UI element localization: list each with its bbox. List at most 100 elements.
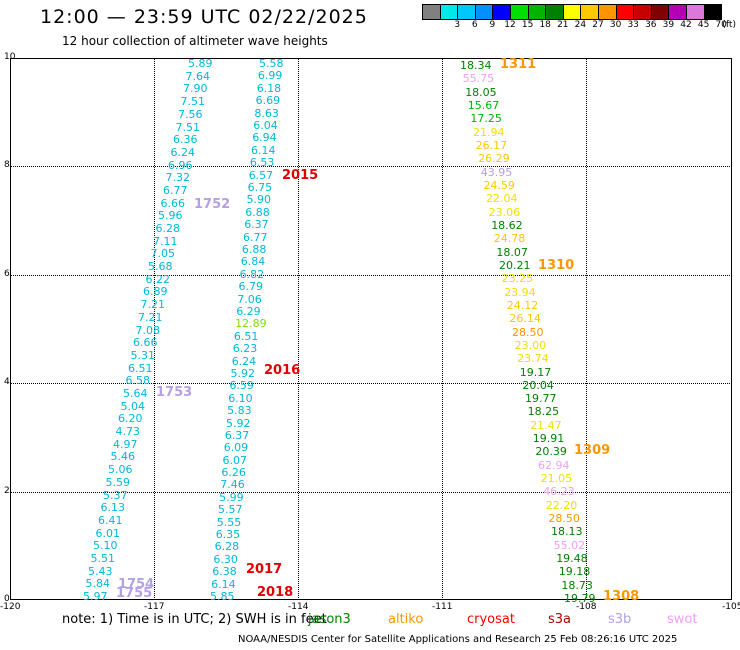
scale-swatch	[686, 4, 705, 20]
x-tick-label: -114	[288, 602, 309, 612]
wave-height-value: 6.79	[238, 280, 264, 294]
wave-height-value: 7.51	[180, 95, 206, 109]
scale-swatch	[545, 4, 564, 20]
wave-height-value: 6.10	[228, 391, 253, 405]
wave-height-value: 18.34	[460, 59, 492, 72]
wave-height-value: 5.84	[85, 577, 111, 591]
wave-height-value: 6.07	[222, 453, 248, 467]
wave-height-value: 20.21	[499, 258, 531, 272]
map-subtitle: 12 hour collection of altimeter wave hei…	[62, 34, 328, 48]
wave-height-value: 6.26	[221, 466, 246, 479]
wave-height-value: 19.48	[556, 552, 588, 565]
scale-swatch	[615, 4, 635, 20]
wave-height-value: 6.94	[252, 131, 277, 145]
wave-height-value: 15.67	[467, 99, 500, 112]
wave-height-value: 5.92	[226, 416, 251, 430]
wave-height-value: 18.73	[561, 578, 593, 592]
y-tick-label: 8	[4, 160, 10, 170]
wave-height-value: 18.25	[527, 405, 560, 419]
pass-number-label: 1310	[538, 258, 575, 273]
pass-number-label: 2018	[257, 585, 294, 600]
wave-height-value: 6.28	[214, 540, 240, 554]
wave-height-value: 6.04	[253, 119, 278, 132]
x-tick-label: -120	[0, 602, 21, 612]
scale-swatch	[703, 4, 723, 20]
wave-height-value: 23.06	[488, 205, 521, 219]
wave-height-value: 5.58	[259, 57, 284, 70]
scale-tick-label: 15	[521, 20, 534, 30]
wave-height-value: 5.10	[93, 539, 118, 553]
pass-number-label: 1753	[156, 385, 193, 400]
scale-swatch	[668, 4, 687, 20]
wave-height-value: 6.24	[170, 145, 196, 159]
wave-height-value: 19.77	[525, 392, 557, 406]
wave-height-value: 7.46	[220, 478, 245, 492]
wave-height-value: 5.59	[105, 475, 131, 489]
pass-number-label: 2015	[282, 168, 319, 183]
wave-height-value: 6.13	[100, 501, 126, 515]
x-tick-label: -111	[432, 602, 453, 612]
wave-height-value: 24.12	[506, 298, 539, 312]
scale-tick-label: 45	[697, 20, 710, 30]
pass-number-label: 1309	[574, 443, 611, 458]
wave-height-value: 7.08	[135, 323, 161, 337]
map-frame	[10, 58, 732, 600]
wave-height-value: 7.11	[153, 234, 178, 248]
wave-height-value: 6.53	[249, 156, 275, 170]
wave-height-value: 5.83	[227, 404, 252, 418]
y-tick-label: 0	[4, 594, 10, 604]
pass-number-label: 1308	[603, 589, 640, 604]
wave-height-value: 20.39	[535, 445, 567, 459]
wave-height-value: 5.92	[230, 366, 256, 380]
wave-height-value: 17.25	[470, 112, 502, 126]
wave-height-value: 21.94	[473, 125, 505, 139]
wave-height-value: 21.47	[530, 418, 562, 432]
wave-height-value: 5.97	[83, 590, 108, 603]
wave-height-value: 5.37	[103, 488, 128, 502]
wave-height-value: 19.79	[564, 592, 596, 605]
wave-height-value: 7.21	[138, 310, 163, 324]
grid-line-h	[10, 275, 732, 276]
wave-height-value: 5.85	[210, 590, 235, 603]
scale-swatch	[562, 4, 582, 20]
wave-height-value: 4.73	[115, 425, 141, 438]
wave-height-value: 6.77	[163, 183, 188, 197]
scale-tick-label: 12	[504, 20, 516, 30]
wave-height-value: 43.95	[480, 165, 513, 179]
pass-number-label: 2017	[246, 562, 283, 577]
wave-height-value: 7.32	[165, 171, 191, 185]
wave-height-value: 4.97	[113, 437, 138, 451]
scale-tick-label: 6	[471, 20, 478, 30]
pass-number-label: 1754	[118, 577, 155, 592]
y-tick-label: 6	[4, 269, 10, 279]
wave-height-value: 7.51	[175, 120, 201, 134]
scale-tick-label: 30	[609, 20, 622, 30]
scale-swatch	[598, 4, 617, 20]
wave-height-value: 62.94	[538, 458, 570, 472]
wave-height-value: 7.06	[237, 292, 262, 306]
wave-height-value: 5.57	[218, 503, 243, 517]
wave-height-value: 6.66	[133, 336, 158, 350]
wave-height-value: 24.78	[493, 232, 526, 246]
grid-line-v	[586, 58, 587, 600]
satellite-legend-item: s3a	[548, 612, 572, 627]
satellite-legend-item: s3b	[608, 612, 632, 627]
wave-height-value: 18.07	[496, 245, 528, 259]
y-tick-label: 2	[4, 486, 10, 496]
scale-swatch	[527, 4, 547, 20]
wave-height-value: 7.64	[185, 69, 211, 83]
scale-tick-label: 21	[557, 20, 569, 30]
wave-height-value: 55.02	[553, 538, 586, 552]
wave-height-value: 6.37	[224, 428, 250, 442]
wave-height-value: 6.51	[128, 361, 153, 375]
wave-height-value: 23.74	[517, 352, 549, 366]
wave-height-value: 26.17	[475, 138, 508, 152]
scale-tick-label: 9	[489, 20, 496, 30]
wave-height-value: 18.13	[551, 525, 583, 539]
x-tick-label: -117	[144, 602, 165, 612]
scale-tick-label: 70	[715, 20, 727, 30]
wave-height-value: 6.99	[257, 69, 283, 83]
wave-height-value: 5.51	[90, 551, 116, 565]
wave-height-value: 6.96	[168, 158, 193, 172]
wave-height-value: 6.22	[145, 272, 171, 286]
